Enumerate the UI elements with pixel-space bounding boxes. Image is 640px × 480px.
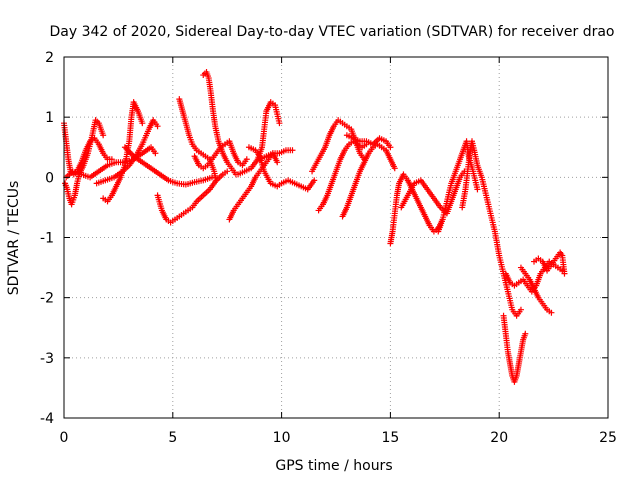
x-axis-label: GPS time / hours <box>275 458 392 474</box>
series-track-25 <box>517 264 555 316</box>
series-track-02 <box>62 117 107 208</box>
x-tick-label: 20 <box>490 430 508 446</box>
y-tick-label: 1 <box>45 110 54 126</box>
data-point <box>276 120 283 127</box>
series-track-20 <box>398 168 468 217</box>
y-tick-labels: -4 -3 -2 -1 0 1 2 <box>40 50 54 427</box>
series-track-05 <box>100 99 146 205</box>
data-point <box>474 186 481 193</box>
data-point <box>289 147 296 154</box>
data-markers <box>61 69 568 385</box>
x-tick-label: 0 <box>60 430 69 446</box>
x-tick-label: 15 <box>381 430 399 446</box>
axis-ticks <box>63 56 609 419</box>
y-tick-label: -3 <box>40 351 54 367</box>
data-point <box>517 306 524 313</box>
y-tick-label: 2 <box>45 50 54 66</box>
series-track-18 <box>343 132 394 151</box>
x-tick-label: 25 <box>599 430 617 446</box>
series-track-11 <box>226 150 281 223</box>
y-tick-label: 0 <box>45 170 54 186</box>
data-point <box>561 270 568 277</box>
series-track-09 <box>200 69 239 178</box>
series-track-07 <box>154 168 231 226</box>
y-tick-label: -4 <box>40 411 54 427</box>
data-point <box>213 177 220 184</box>
data-point <box>522 330 529 337</box>
y-axis-label: SDTVAR / TECUs <box>6 181 22 296</box>
y-tick-label: -1 <box>40 231 54 247</box>
series-track-21 <box>435 138 481 235</box>
x-tick-label: 10 <box>273 430 291 446</box>
grid-lines <box>64 57 608 418</box>
data-point <box>311 177 318 184</box>
data-point <box>152 150 159 157</box>
series-track-15 <box>309 117 368 175</box>
series-track-14 <box>256 147 296 163</box>
series-track-26 <box>531 249 568 277</box>
data-point <box>387 144 394 151</box>
y-tick-label: -2 <box>40 291 54 307</box>
data-point <box>154 123 161 130</box>
series-track-23 <box>500 312 529 385</box>
data-point <box>224 168 231 175</box>
chart-title: Day 342 of 2020, Sidereal Day-to-day VTE… <box>49 24 614 40</box>
data-point <box>208 174 215 181</box>
x-tick-labels: 0 5 10 15 20 25 <box>60 430 617 446</box>
data-point <box>391 165 398 172</box>
series-track-17 <box>339 141 398 220</box>
series-track-22 <box>459 138 524 319</box>
x-tick-label: 5 <box>168 430 177 446</box>
series-track-16 <box>315 138 370 214</box>
data-point <box>139 120 146 127</box>
data-point <box>243 156 250 163</box>
data-point <box>548 309 555 316</box>
data-point <box>274 159 281 166</box>
series-track-06 <box>121 144 215 188</box>
data-point <box>100 132 107 139</box>
series-track-10 <box>191 138 250 172</box>
